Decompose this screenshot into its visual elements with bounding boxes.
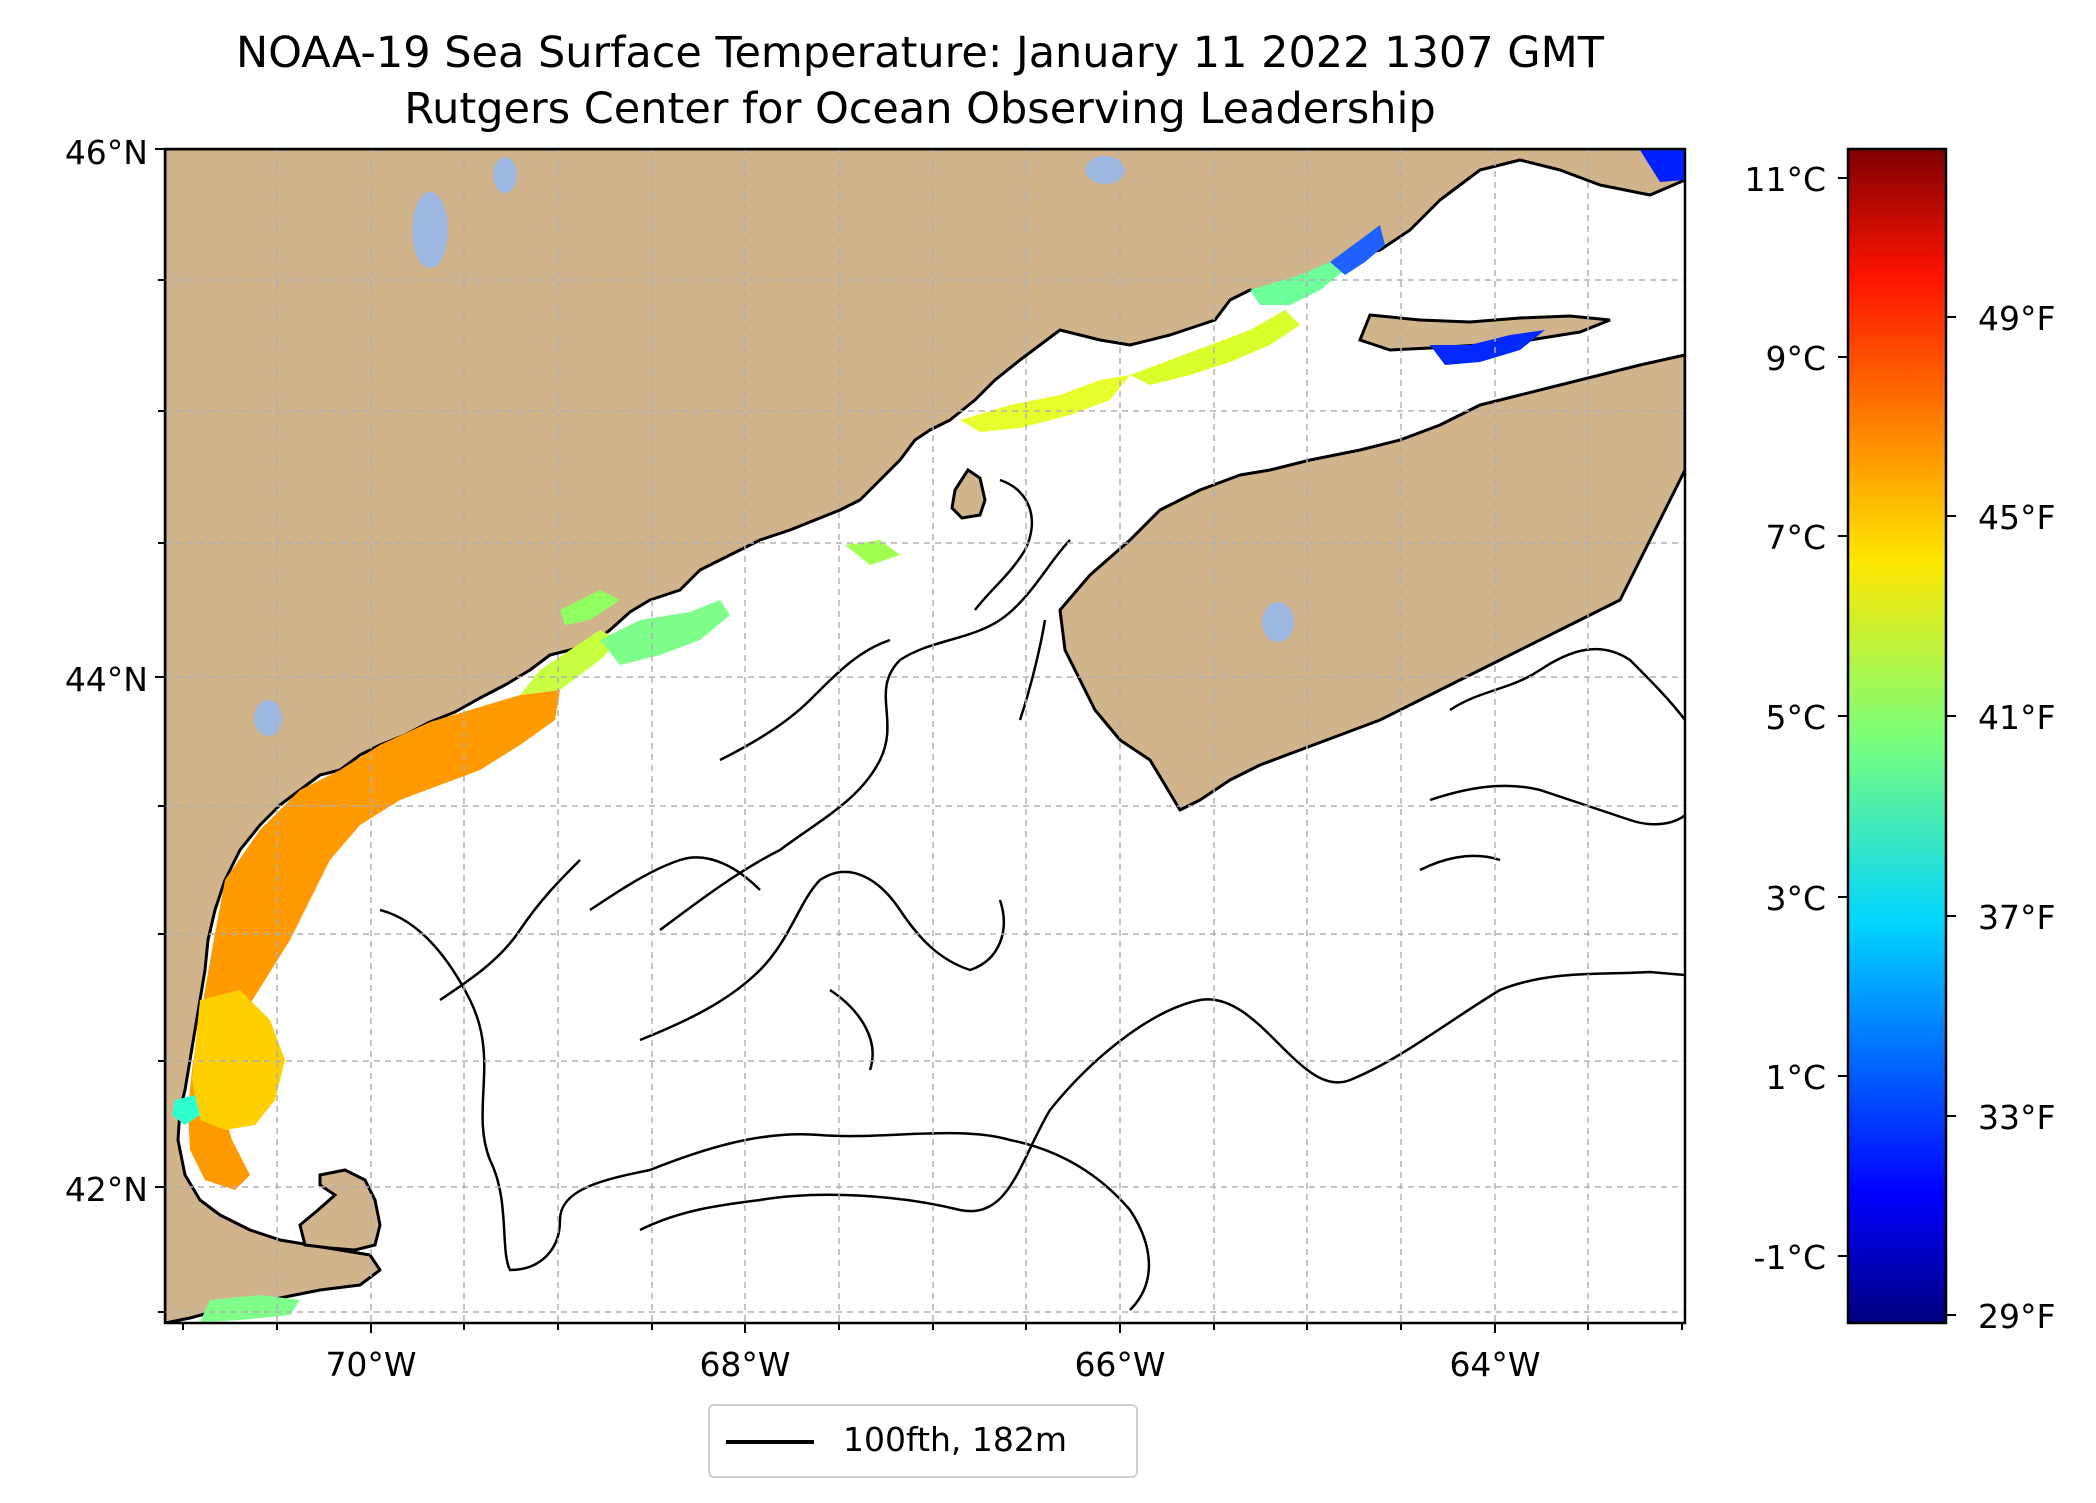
lat-tick-label: 46°N [64,133,148,172]
gridlines [165,149,1685,1323]
colorbar-celsius-label: 9°C [1765,339,1826,378]
colorbar-celsius-label: 11°C [1744,160,1826,199]
lake [412,192,448,268]
axis-ticks [155,148,1683,1333]
lon-tick-label: 66°W [1074,1345,1166,1384]
colorbar-fahrenheit-label: 29°F [1978,1297,2056,1336]
lon-tick-label: 68°W [699,1345,791,1384]
map-frame [163,147,1687,1325]
land-pei [1358,313,1611,352]
colorbar [1846,147,1948,1325]
land-nova-scotia [1058,353,1685,812]
lon-tick-label: 70°W [325,1345,417,1384]
colorbar-fahrenheit-label: 49°F [1978,299,2056,338]
lat-tick-label: 44°N [64,660,148,699]
sst-data [172,149,1685,1322]
colorbar-fahrenheit-label: 45°F [1978,498,2056,537]
legend-line-swatch [726,1440,814,1444]
lake [493,157,517,193]
colorbar-celsius-label: -1°C [1753,1238,1826,1277]
lake [254,700,282,736]
land-grand-manan [950,467,987,520]
colorbar-celsius-label: 3°C [1765,879,1826,918]
land-cape-cod [298,1168,382,1252]
colorbar-celsius-label: 1°C [1765,1058,1826,1097]
isobath-100fth [379,478,1685,1311]
chart-subtitle: Rutgers Center for Ocean Observing Leade… [404,84,1436,134]
lon-tick-label: 64°W [1449,1345,1541,1384]
lake [1262,602,1294,642]
colorbar-fahrenheit-label: 37°F [1978,898,2056,937]
map-area [165,149,1685,1323]
colorbar-fahrenheit-label: 33°F [1978,1098,2056,1137]
legend-label: 100fth, 182m [843,1420,1067,1459]
lake [1085,156,1125,184]
colorbar-celsius-label: 5°C [1765,698,1826,737]
legend: 100fth, 182m [708,1404,1138,1478]
colorbar-celsius-label: 7°C [1765,518,1826,557]
colorbar-ticks [1838,177,1956,1316]
lat-tick-label: 42°N [64,1170,148,1209]
chart-title: NOAA-19 Sea Surface Temperature: January… [236,28,1604,78]
colorbar-fahrenheit-label: 41°F [1978,698,2056,737]
